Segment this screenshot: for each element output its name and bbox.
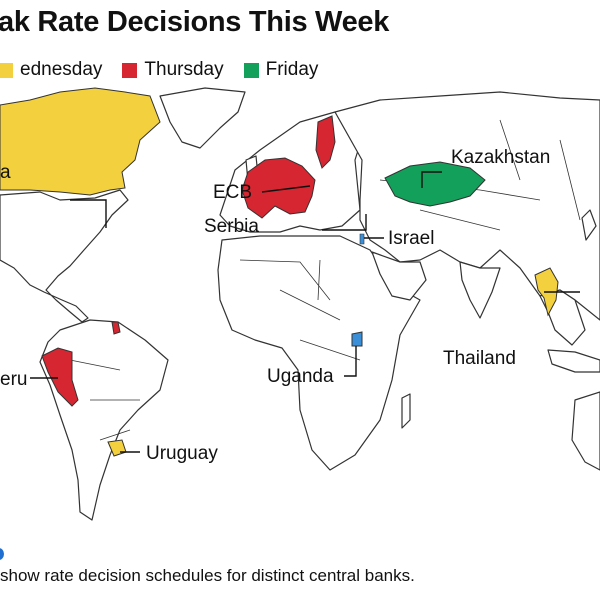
label-uganda: Uganda — [267, 366, 334, 387]
world-map: a ECB Serbia Kazakhstan Israel Thailand … — [0, 87, 600, 521]
legend-label-friday: Friday — [265, 59, 319, 80]
legend-label-wednesday: ednesday — [20, 59, 103, 80]
label-canada: a — [0, 162, 11, 183]
indonesia-shape — [547, 349, 600, 373]
africa-shape — [217, 235, 421, 471]
legend-item-wednesday: ednesday — [0, 59, 102, 81]
israel-shape — [359, 233, 365, 245]
ecb-shape — [241, 157, 316, 219]
legend-swatch-friday — [243, 62, 259, 78]
north-america-shape — [0, 189, 129, 323]
kazakhstan-shape — [384, 161, 486, 207]
label-serbia: Serbia — [204, 216, 259, 237]
border-lines-south-america — [69, 359, 140, 441]
footnote: show rate decision schedules for distinc… — [0, 566, 415, 585]
border-lines-africa — [239, 259, 361, 361]
australia-shape — [571, 391, 600, 471]
legend-swatch-thursday — [122, 62, 138, 78]
callout-line-kazakhstan — [421, 171, 442, 188]
border-lines-asia — [379, 119, 581, 231]
legend-item-friday: Friday — [243, 59, 319, 81]
scandinavia-shape — [315, 115, 336, 169]
arabia-shape — [371, 251, 427, 301]
footnote-marker — [0, 548, 4, 560]
map-title: ak Rate Decisions This Week — [0, 6, 390, 38]
callout-line-serbia — [322, 214, 367, 231]
guiana-shape — [111, 321, 121, 335]
legend-item-thursday: Thursday — [122, 59, 224, 81]
legend: ednesday Thursday Friday — [0, 58, 338, 82]
legend-swatch-wednesday — [0, 62, 13, 78]
asia-shape — [334, 91, 600, 321]
callout-line-canada — [70, 199, 107, 228]
japan-shape — [581, 209, 597, 241]
label-ecb: ECB — [213, 182, 252, 203]
label-kazakhstan: Kazakhstan — [451, 147, 550, 168]
india-shape — [459, 261, 501, 319]
madagascar-shape — [401, 393, 411, 429]
canada-shape — [0, 87, 161, 196]
legend-label-thursday: Thursday — [144, 59, 224, 80]
uganda-shape — [351, 331, 363, 347]
greenland-shape — [159, 87, 246, 149]
label-israel: Israel — [388, 228, 434, 249]
callout-line-uganda — [344, 346, 357, 377]
callout-line-ecb — [261, 185, 311, 193]
label-peru: eru — [0, 369, 27, 390]
label-thailand: Thailand — [443, 348, 516, 369]
label-uruguay: Uruguay — [146, 443, 218, 464]
